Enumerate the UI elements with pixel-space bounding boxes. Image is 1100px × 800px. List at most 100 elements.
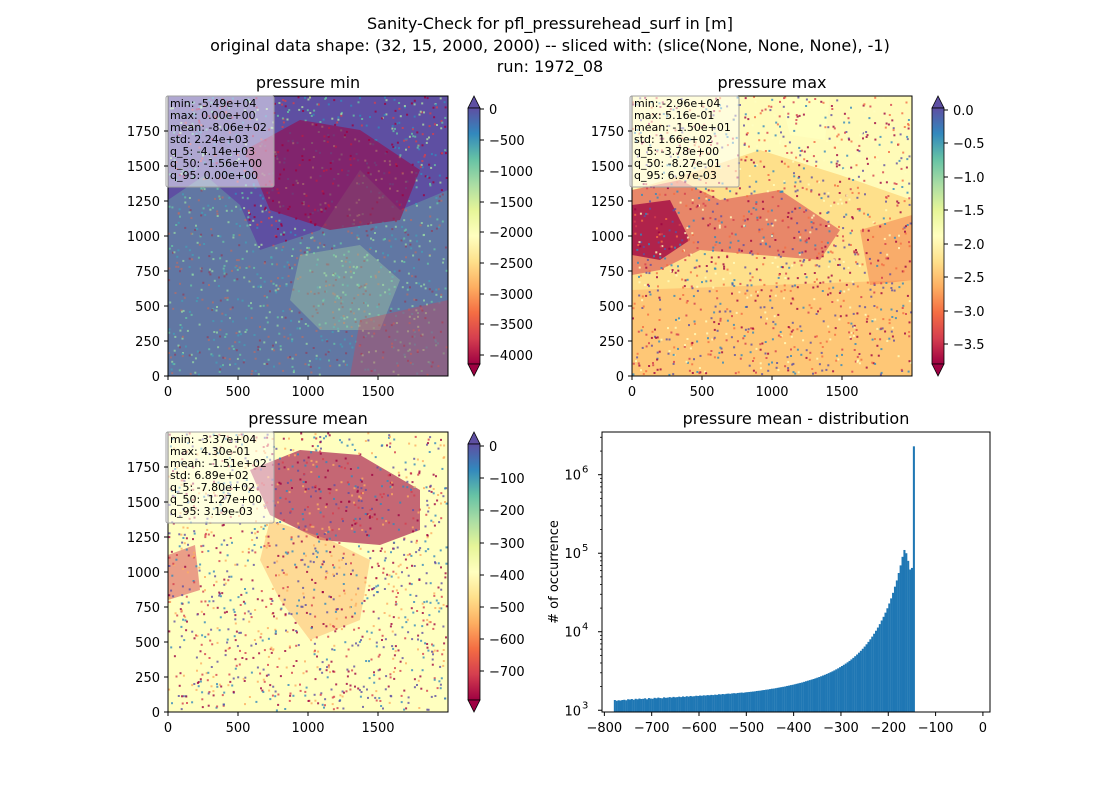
colorbar-tick-label: −4000 (489, 349, 533, 364)
colorbar-tick-label: −1.0 (953, 171, 985, 186)
x-axis: 0 500 1000 1500 (164, 712, 395, 736)
histogram-bar (897, 573, 900, 712)
stat-min: min: -5.49e+04 (170, 97, 256, 110)
histogram-bar (615, 700, 618, 712)
chart-title: pressure mean - distribution (683, 409, 910, 428)
histogram-bar (683, 696, 686, 712)
histogram-bar (714, 694, 717, 712)
histogram-bar (899, 565, 902, 712)
y-tick-label: 750 (599, 265, 624, 280)
y-tick-label: 0 (152, 706, 160, 721)
histogram-bar (786, 685, 789, 712)
colorbar-tick-label: −3500 (489, 318, 533, 333)
y-tick-exponent: 5 (582, 543, 588, 554)
histogram-bar (710, 694, 713, 712)
histogram-bar (687, 696, 690, 712)
histogram-bar (670, 697, 673, 712)
x-tick-label: 1500 (825, 385, 858, 400)
y-tick-label: 500 (135, 636, 160, 651)
histogram-bar (674, 697, 677, 712)
x-tick-label: −400 (776, 721, 812, 736)
histogram-bar (752, 691, 755, 712)
histogram-bar (746, 692, 749, 712)
y-tick-label: 1500 (127, 496, 160, 511)
stats-box: min: -3.37e+04 max: 4.30e-01 mean: -1.51… (165, 431, 275, 524)
stats-box: min: -2.96e+04 max: 5.16e-01 mean: -1.50… (629, 95, 740, 188)
colorbar-tick-label: −400 (489, 569, 525, 584)
histogram-bar (909, 569, 912, 712)
stats-box: min: -5.49e+04 max: 0.00e+00 mean: -8.06… (165, 95, 275, 188)
y-tick-label: 1000 (591, 230, 624, 245)
colorbar-tick-label: −100 (489, 472, 525, 487)
histogram-bar (721, 694, 724, 712)
histogram-bar (901, 556, 904, 712)
histogram-bar (799, 682, 802, 712)
x-tick-label: −600 (681, 721, 717, 736)
x-tick-label: −700 (634, 721, 670, 736)
y-tick-label: 1250 (591, 195, 624, 210)
histogram-bar (734, 693, 737, 712)
x-tick-label: −200 (870, 721, 906, 736)
histogram-bar (717, 694, 720, 712)
colorbar-tick-label: 0 (489, 103, 497, 118)
histogram-bar (831, 671, 834, 712)
colorbar-ticks: 0 −500 −1000 −1500 −2000 −2500 −3000 −35… (480, 103, 533, 364)
colorbar-tick-label: −200 (489, 504, 525, 519)
x-tick-label: 500 (226, 385, 251, 400)
stat-mean: mean: -1.51e+02 (170, 457, 267, 470)
x-tick-label: 0 (164, 721, 172, 736)
histogram-bar (685, 696, 688, 712)
x-tick-label: −300 (823, 721, 859, 736)
histogram-bar (814, 678, 817, 712)
histogram-bar (706, 695, 709, 712)
panel-distribution: pressure mean - distribution −800 −700 −60… (547, 409, 991, 736)
histogram-bar (744, 692, 747, 712)
y-tick-label: 250 (135, 335, 160, 350)
histogram-bar (770, 688, 773, 712)
colorbar: 0 −500 −1000 −1500 −2000 −2500 −3000 −35… (467, 95, 533, 377)
histogram-bar (655, 698, 658, 712)
stat-q5: q_5: -4.14e+03 (170, 145, 255, 158)
x-axis: 0 500 1000 1500 (164, 376, 395, 400)
histogram-bar (865, 644, 868, 712)
colorbar-tick-label: −3000 (489, 288, 533, 303)
stat-q95: q_95: 6.97e-03 (634, 169, 717, 182)
histogram-bar (678, 696, 681, 712)
histogram-bar (780, 687, 783, 712)
histogram-bar (787, 685, 790, 712)
histogram-bar (867, 641, 870, 712)
histogram-bar (702, 695, 705, 712)
histogram-bar (723, 694, 726, 712)
figure-title-line-3: run: 1972_08 (497, 57, 603, 77)
y-tick-label: 0 (152, 370, 160, 385)
histogram-bar (812, 679, 815, 712)
histogram-bar (835, 669, 838, 712)
stat-q95: q_95: 0.00e+00 (170, 169, 258, 182)
y-tick-label: 1500 (127, 160, 160, 175)
histogram-bar (907, 560, 910, 712)
colorbar-tick-label: −1.5 (953, 204, 985, 219)
colorbar: 0.0 −0.5 −1.0 −1.5 −2.0 −2.5 −3.0 −3.5 (931, 95, 985, 377)
histogram-bar (888, 603, 891, 712)
histogram-bar (657, 697, 660, 712)
stat-q50: q_50: -8.27e-01 (634, 157, 721, 170)
stat-std: std: 2.24e+03 (170, 133, 249, 146)
y-tick-exponent: 4 (582, 622, 588, 633)
histogram-bar (619, 700, 622, 712)
histogram-bar (681, 696, 685, 712)
panel-title: pressure max (717, 73, 826, 92)
histogram-bar (839, 667, 842, 712)
histogram-bar (825, 673, 828, 712)
histogram-bar (772, 688, 775, 712)
x-tick-label: 500 (690, 385, 715, 400)
histogram-bar (617, 700, 620, 712)
colorbar-tick-label: −0.5 (953, 137, 985, 152)
histogram-bar (806, 680, 809, 712)
colorbar-tick-label: −700 (489, 665, 525, 680)
stat-q5: q_5: -7.80e+02 (170, 481, 255, 494)
histogram-bar (755, 690, 758, 712)
stat-mean: mean: -1.50e+01 (634, 121, 731, 134)
histogram-bar (797, 683, 800, 712)
histogram-bar (840, 666, 843, 712)
